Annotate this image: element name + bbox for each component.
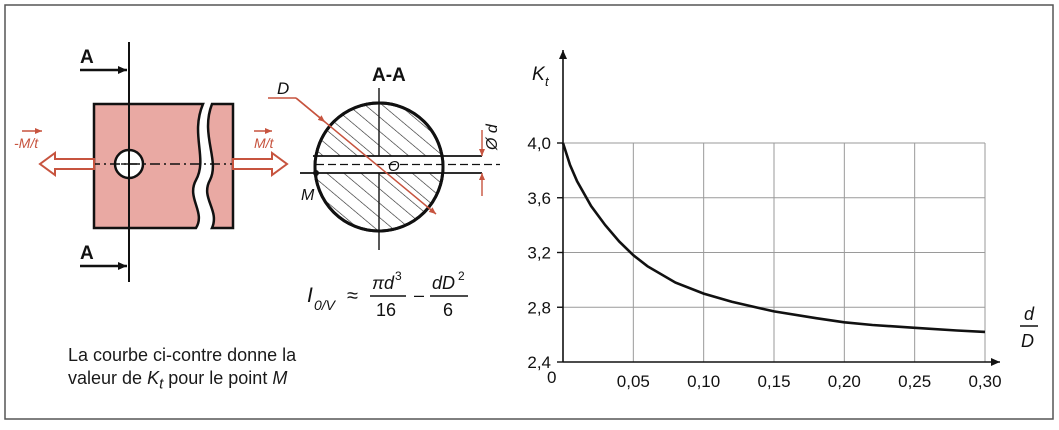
formula-term1-num: πd [372, 273, 395, 293]
outer-diameter-label: D [277, 79, 289, 98]
force-arrow-left [38, 151, 95, 177]
plate-right-part [205, 102, 235, 230]
cross-section-drawing: A-A O M D Ø d [268, 65, 501, 250]
hole-diameter-label: Ø d [484, 123, 501, 151]
force-label-left: -M/t [14, 135, 39, 151]
formula-term1-den: 16 [376, 300, 396, 320]
caption-symbol: K [147, 368, 160, 388]
y-tick-label: 2,4 [527, 353, 551, 372]
x-tick-label: 0,25 [898, 372, 931, 391]
y-axis-label: K [532, 64, 546, 85]
x-tick-label: 0,15 [757, 372, 790, 391]
caption-line-2: valeur de Kt pour le point M [68, 367, 296, 396]
figure-frame [4, 4, 1054, 420]
caption: La courbe ci-contre donne la valeur de K… [68, 344, 296, 396]
specimen-drawing: A A -M/t M/t [14, 42, 290, 282]
caption-suffix: pour le point [163, 368, 273, 388]
caption-prefix: valeur de [68, 368, 148, 388]
formula-lhs: I [307, 284, 313, 307]
kt-chart: 0,05 0,10 0,15 0,20 0,25 0,302,42,83,23,64,0 … [527, 50, 1038, 391]
y-tick-label: 3,2 [527, 244, 551, 263]
formula-term2-exp: 2 [458, 269, 465, 283]
y-tick-label: 4,0 [527, 134, 551, 153]
force-label-right: M/t [254, 135, 275, 151]
x-tick-label: 0,20 [828, 372, 861, 391]
formula-term1-exp: 3 [395, 269, 402, 283]
x-tick-label: 0,30 [968, 372, 1001, 391]
x-axis-label-num: d [1024, 304, 1035, 324]
y-tick-label: 2,8 [527, 298, 551, 317]
chart-grid [563, 142, 986, 362]
section-label-top: A [80, 47, 94, 68]
caption-symbol-sub: t [159, 375, 164, 393]
kt-curve [561, 142, 986, 334]
plate-left-part [92, 102, 205, 230]
formula: I 0/V ≈ πd 3 16 – dD 2 6 [307, 269, 468, 320]
caption-point: M [272, 368, 288, 388]
formula-approx: ≈ [347, 285, 358, 307]
force-arrow-right [232, 151, 289, 177]
cross-section-title: A-A [372, 65, 406, 86]
origin-label: 0 [547, 368, 556, 387]
chart-ticks: 0,05 0,10 0,15 0,20 0,25 0,30 2,4 2,8 3,2 3,6 4,0 [527, 134, 1001, 391]
center-label: O [388, 158, 400, 175]
x-tick-label: 0,10 [687, 372, 720, 391]
caption-line-1: La courbe ci-contre donne la [68, 345, 297, 365]
section-label-bottom: A [80, 243, 94, 264]
x-tick-label: 0,05 [617, 372, 650, 391]
x-axis-label-den: D [1021, 331, 1034, 351]
y-axis-label-sub: t [545, 74, 550, 89]
formula-term2-num: dD [432, 273, 455, 293]
point-m-label: M [301, 187, 315, 204]
formula-lhs-sub: 0/V [314, 297, 337, 313]
point-m-marker [313, 170, 319, 176]
formula-minus: – [414, 285, 424, 305]
formula-term2-den: 6 [443, 300, 453, 320]
y-tick-label: 3,6 [527, 189, 551, 208]
